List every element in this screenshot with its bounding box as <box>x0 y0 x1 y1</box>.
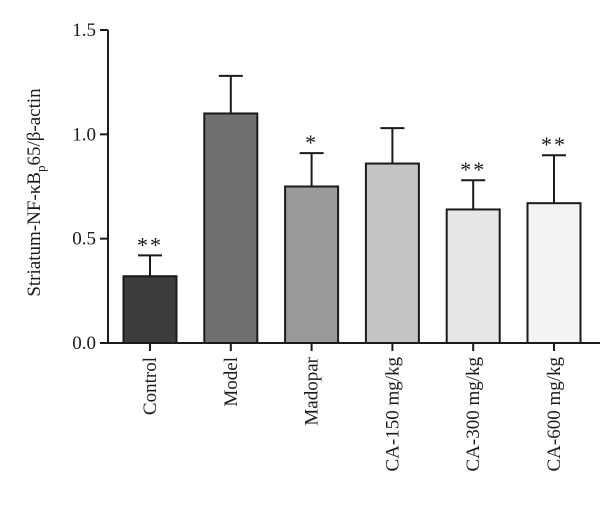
bar <box>526 202 582 344</box>
y-axis-label: Striatum-NF-κBp65/β-actin <box>24 88 48 297</box>
bar <box>445 208 501 344</box>
x-tick-label: CA-300 mg/kg <box>463 357 484 472</box>
significance-marker: ** <box>460 157 486 182</box>
bar <box>203 112 259 345</box>
y-tick-label: 1.5 <box>72 20 96 41</box>
bar <box>284 185 340 344</box>
x-tick-label: Control <box>140 357 161 415</box>
bar <box>122 275 178 344</box>
significance-marker: * <box>305 130 318 155</box>
x-tick-label: CA-600 mg/kg <box>544 357 565 472</box>
bar <box>364 162 420 344</box>
y-axis: 0.0 0.5 1.0 1.5 Striatum-NF-κBp65/β-actin <box>24 20 109 354</box>
significance-marker: ** <box>541 132 567 157</box>
y-tick-label: 1.0 <box>72 124 96 145</box>
y-tick-label: 0.5 <box>72 229 96 250</box>
x-tick-label: Model <box>221 357 242 407</box>
significance-marker: ** <box>137 232 163 257</box>
y-ticks: 0.0 0.5 1.0 1.5 <box>72 20 108 354</box>
x-axis: Control Model Madopar CA-150 mg/kg CA-300 mg… <box>108 342 600 472</box>
x-ticks: Control Model Madopar CA-150 mg/kg CA-300 mg… <box>140 343 565 472</box>
y-tick-label: 0.0 <box>72 333 96 354</box>
x-tick-label: CA-150 mg/kg <box>382 357 403 472</box>
bars: ******* <box>122 74 582 345</box>
x-tick-label: Madopar <box>302 356 323 425</box>
